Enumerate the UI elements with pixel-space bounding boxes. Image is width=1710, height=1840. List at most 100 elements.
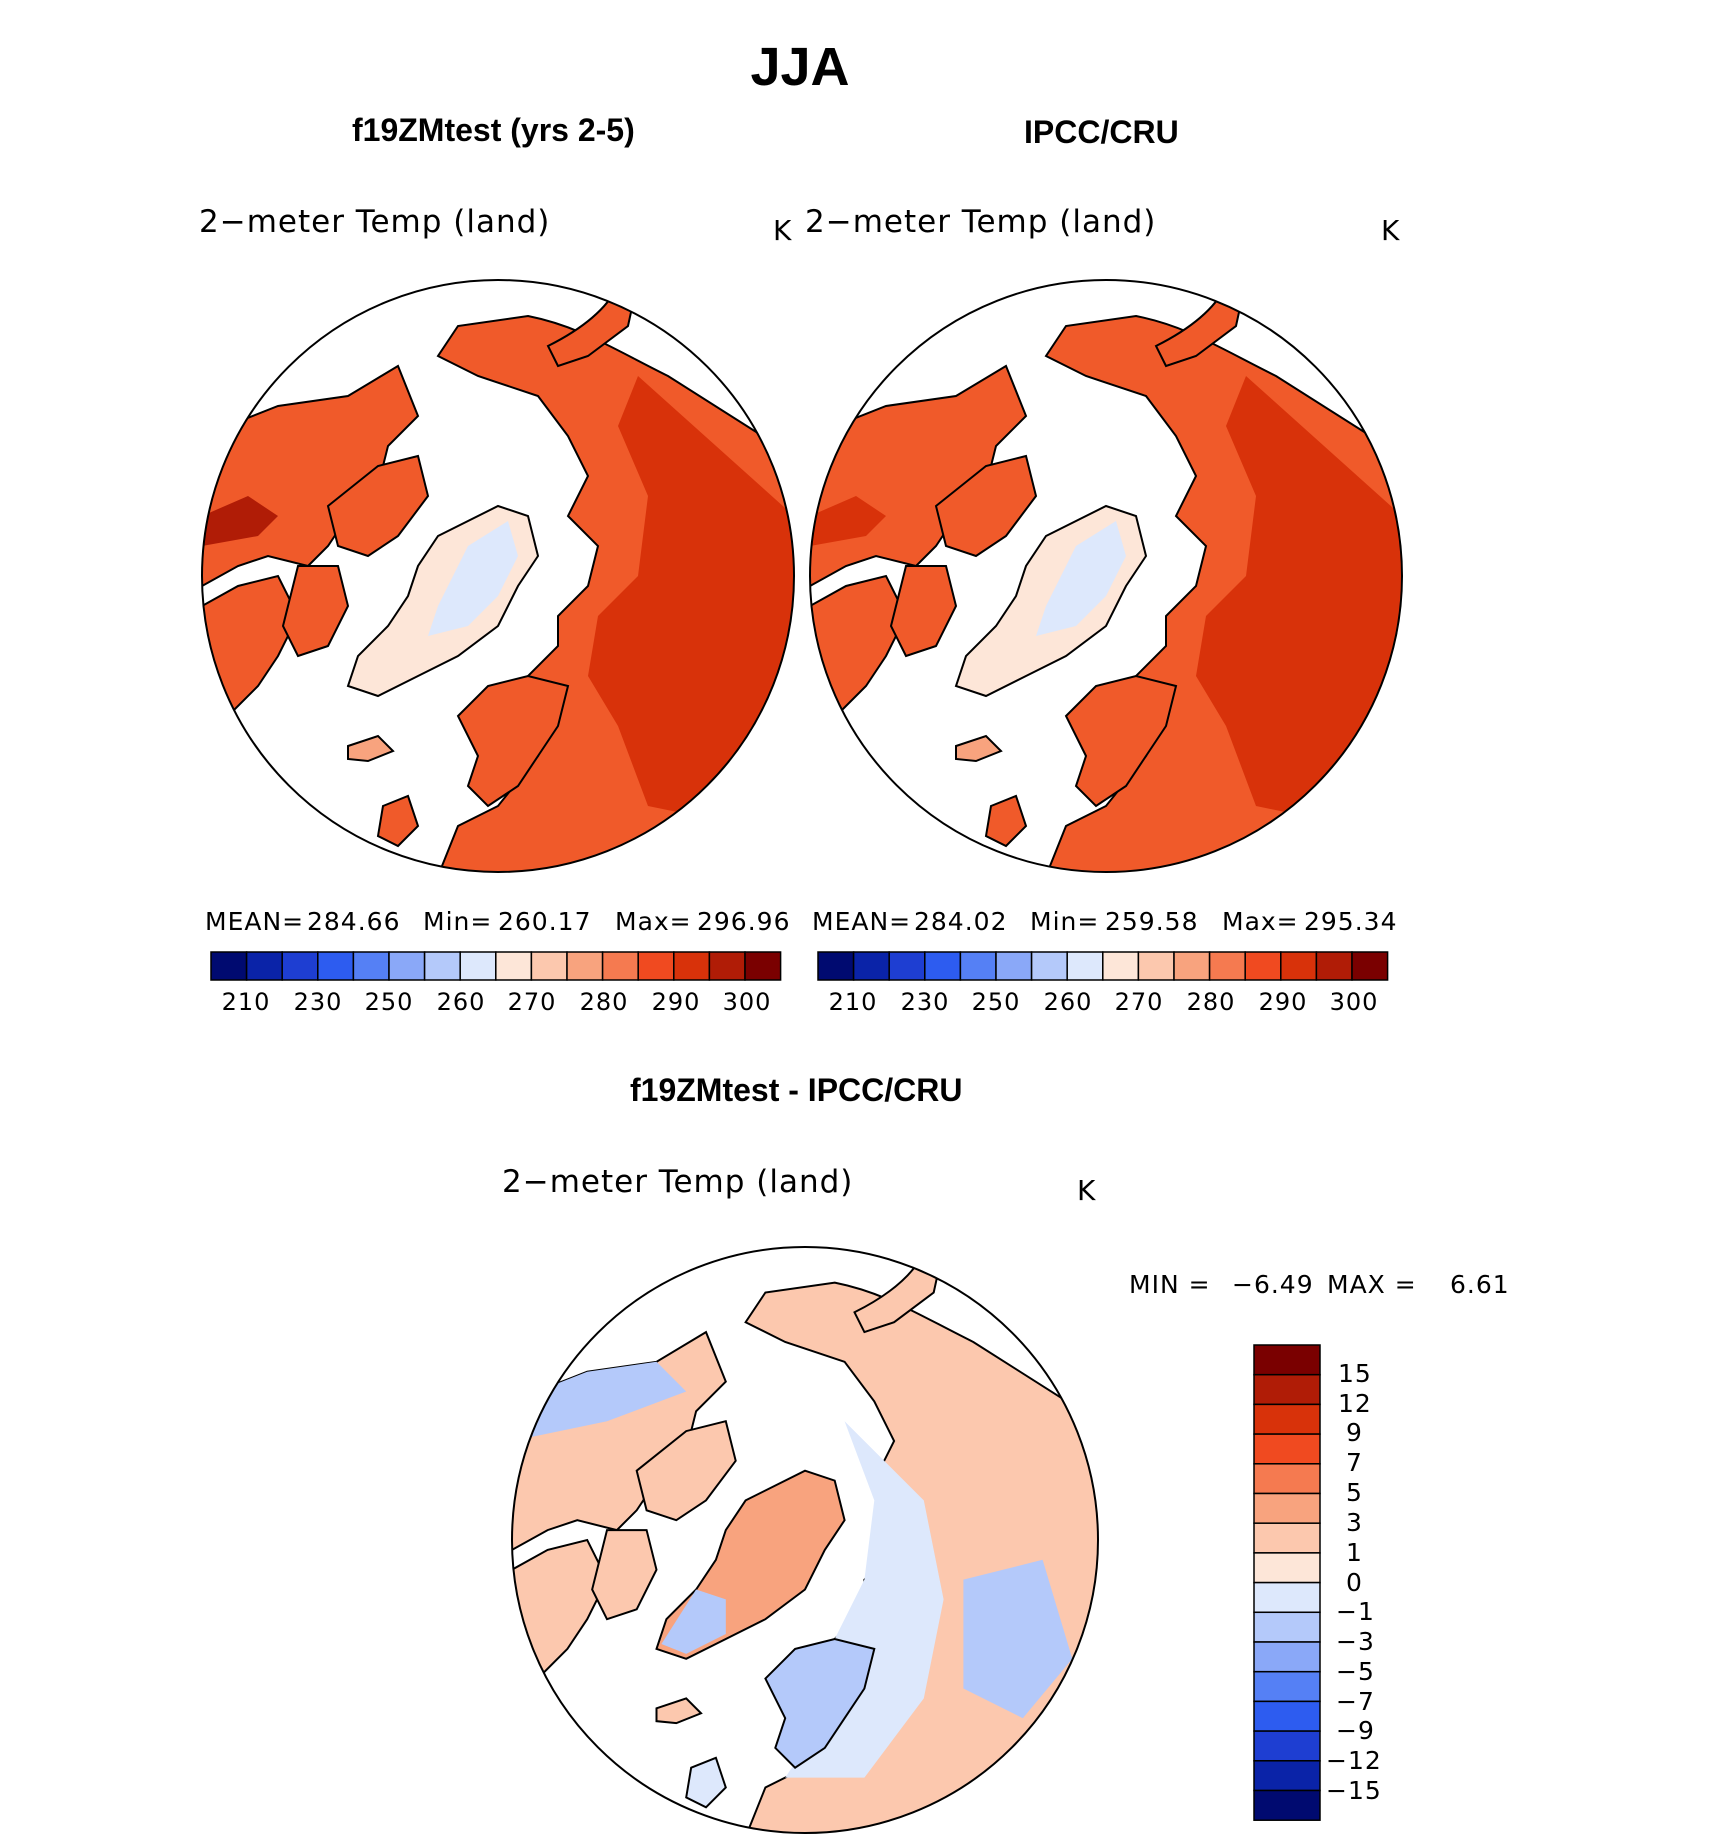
panel-2-tick: 210: [828, 988, 878, 1016]
colorbar-box: [1066, 951, 1104, 981]
landmass-hot-region: [810, 496, 886, 546]
diff-max-label: MAX =: [1327, 1270, 1417, 1299]
landmass-baffin: [281, 565, 350, 658]
colorbar-panel-1: [210, 951, 782, 981]
colorbar-box: [1315, 951, 1353, 981]
landmass-greenland-ice: [1036, 521, 1126, 636]
colorbar-box: [1253, 1492, 1321, 1524]
diff-max-value: 6.61: [1450, 1270, 1510, 1299]
colorbar-box: [1253, 1670, 1321, 1703]
colorbar-box: [1253, 1760, 1321, 1792]
colorbar-box: [1253, 1552, 1321, 1584]
landmass-britain: [984, 794, 1028, 848]
map-panel-3: [512, 1247, 1098, 1833]
colorbar-box: [423, 951, 461, 981]
colorbar-box: [1208, 951, 1246, 981]
region-cooler: [785, 1421, 944, 1778]
colorbar-box: [1030, 951, 1068, 981]
panel-2-units: K: [1381, 214, 1401, 247]
colorbar-box: [210, 951, 248, 981]
colorbar-box: [817, 951, 855, 981]
panel-3-variable-label: 2−meter Temp (land): [502, 1164, 854, 1200]
panel-1-mean-label: MEAN=: [205, 907, 305, 936]
diff-colorbar-label: 9: [1346, 1418, 1363, 1447]
landmass-north-america-south: [512, 1538, 609, 1690]
panel-1-max-value: 296.96: [697, 907, 791, 936]
panel-2-min-label: Min=: [1030, 907, 1100, 936]
colorbar-box: [1253, 1700, 1321, 1732]
colorbar-box: [1351, 951, 1389, 981]
landmass-north-america-south: [810, 574, 908, 728]
landmass-eurasia-hot: [1196, 376, 1402, 836]
panel-2-tick: 280: [1186, 988, 1236, 1016]
colorbar-box: [744, 951, 782, 981]
colorbar-box: [281, 951, 319, 981]
panel-1-tick: 280: [579, 988, 629, 1016]
panel-1-tick: 210: [221, 988, 271, 1016]
colorbar-box: [1102, 951, 1140, 981]
panel-2-tick: 300: [1329, 988, 1379, 1016]
landmass-iceland: [655, 1697, 703, 1725]
panel-1-tick: 290: [651, 988, 701, 1016]
colorbar-box: [317, 951, 355, 981]
diff-colorbar-label: 1: [1346, 1538, 1363, 1567]
panel-1-tick: 300: [722, 988, 772, 1016]
panel-2-variable-label: 2−meter Temp (land): [805, 204, 1157, 240]
colorbar-box: [1137, 951, 1175, 981]
panel-1-tick: 260: [436, 988, 486, 1016]
panel-2-tick: 260: [1043, 988, 1093, 1016]
colorbar-difference: [1253, 1344, 1321, 1821]
colorbar-box: [459, 951, 497, 981]
diff-colorbar-label: −7: [1336, 1687, 1375, 1716]
diff-colorbar-label: −15: [1326, 1776, 1382, 1805]
landmass-arctic-archipelago: [326, 454, 430, 558]
panel-2-tick: 230: [900, 988, 950, 1016]
colorbar-box: [1253, 1522, 1321, 1554]
panel-1-min-label: Min=: [423, 907, 493, 936]
colorbar-box: [888, 951, 926, 981]
colorbar-box: [1173, 951, 1211, 981]
colorbar-box: [1253, 1730, 1321, 1762]
colorbar-box: [924, 951, 962, 981]
landmass-baffin: [591, 1529, 658, 1621]
colorbar-box: [530, 951, 568, 981]
map-panel-2-boundary: [809, 279, 1403, 873]
panel-1-mean-value: 284.66: [307, 907, 401, 936]
colorbar-box: [1253, 1611, 1321, 1643]
colorbar-panel-2: [817, 951, 1389, 981]
colorbar-box: [959, 951, 997, 981]
landmass-eurasia-hot: [588, 376, 794, 836]
panel-1-units: K: [773, 214, 793, 247]
panel-2-min-value: 259.58: [1105, 907, 1199, 936]
panel-1-tick: 230: [293, 988, 343, 1016]
diff-colorbar-label: 7: [1346, 1448, 1363, 1477]
colorbar-box: [1253, 1403, 1321, 1435]
map-panel-1: [202, 280, 794, 872]
colorbar-box: [566, 951, 604, 981]
region-greenland-cool: [661, 1589, 726, 1654]
panel-2-tick: 290: [1258, 988, 1308, 1016]
landmass-scandinavia: [456, 674, 570, 808]
diff-colorbar-label: 0: [1346, 1568, 1363, 1597]
colorbar-box: [673, 951, 711, 981]
colorbar-box: [495, 951, 533, 981]
panel-3-title: f19ZMtest - IPCC/CRU: [630, 1072, 963, 1108]
diff-colorbar-label: −9: [1336, 1716, 1375, 1745]
colorbar-box: [1253, 1344, 1321, 1376]
colorbar-box: [1280, 951, 1318, 981]
diff-colorbar-label: 15: [1338, 1359, 1372, 1388]
colorbar-box: [1253, 1641, 1321, 1673]
landmass-arctic-archipelago: [934, 454, 1038, 558]
colorbar-box: [708, 951, 746, 981]
landmass-scandinavia: [1064, 674, 1178, 808]
map-panel-1-boundary: [201, 279, 795, 873]
landmass-iceland: [347, 734, 395, 763]
panel-1-tick: 270: [507, 988, 557, 1016]
diff-colorbar-label: 3: [1346, 1508, 1363, 1537]
panel-2-tick: 250: [971, 988, 1021, 1016]
panel-2-mean-value: 284.02: [914, 907, 1008, 936]
region-cooler-north: [512, 1361, 687, 1441]
diff-colorbar-label: 5: [1346, 1478, 1363, 1507]
colorbar-box: [1244, 951, 1282, 981]
